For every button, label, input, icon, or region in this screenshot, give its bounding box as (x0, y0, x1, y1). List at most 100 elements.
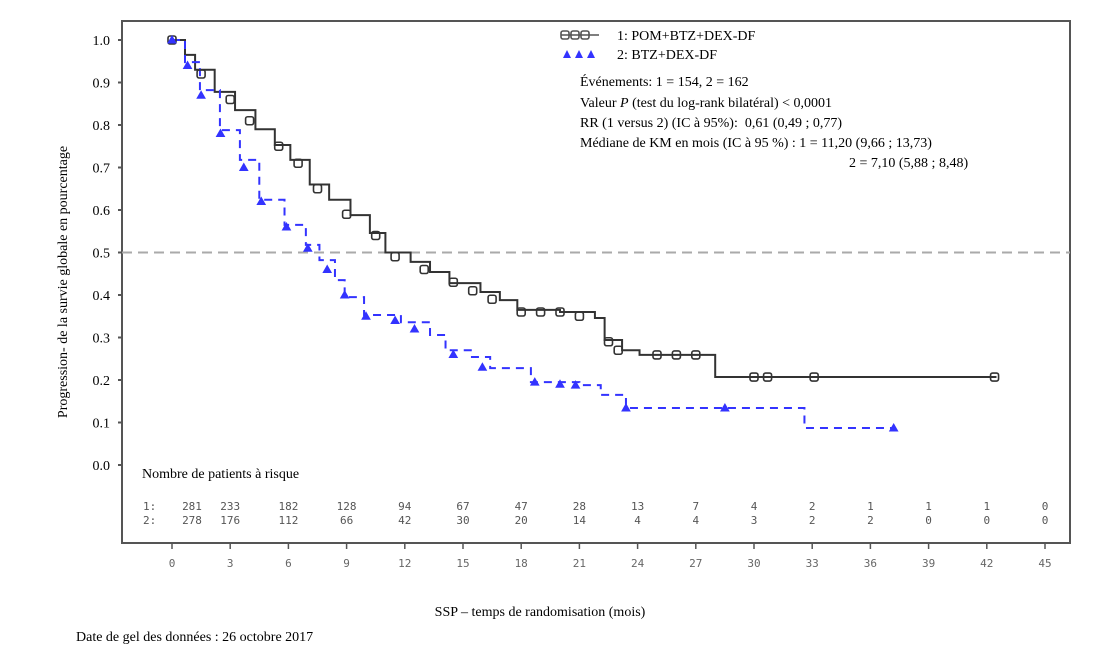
censor-marker-series-1 (487, 294, 497, 305)
data-freeze-date: Date de gel des données : 26 octobre 201… (76, 630, 313, 645)
risk-count: 14 (573, 514, 587, 527)
legend-triangle-marker (587, 50, 595, 58)
y-axis-label: Progression- de la survie globale en pou… (56, 146, 71, 418)
x-tick-label: 18 (515, 557, 528, 570)
censor-marker-series-2 (281, 221, 292, 231)
x-tick-label: 12 (398, 557, 411, 570)
censor-marker-series-1 (989, 372, 1000, 382)
y-tick-label: 0.9 (93, 77, 111, 92)
x-tick-label: 6 (285, 557, 292, 570)
x-tick-label: 36 (864, 557, 877, 570)
censor-marker-series-1 (196, 69, 206, 79)
risk-count: 128 (337, 500, 357, 513)
censor-marker-series-1 (273, 141, 284, 152)
censor-marker-series-1 (448, 277, 459, 288)
censor-marker-series-2 (196, 90, 206, 99)
risk-count: 66 (340, 514, 353, 527)
legend: 1: POM+BTZ+DEX-DF 2: BTZ+DEX-DF (560, 29, 756, 63)
censor-marker-series-1 (555, 307, 565, 317)
censor-marker-series-1 (690, 350, 701, 360)
x-tick-label: 42 (980, 557, 993, 570)
censor-marker-series-2 (477, 362, 488, 371)
pvalue-prefix: Valeur (580, 96, 620, 111)
censor-marker-series-1 (671, 350, 682, 360)
risk-count: 28 (573, 500, 586, 513)
x-tick-label: 0 (169, 557, 176, 570)
x-tick-label: 9 (343, 557, 350, 570)
risk-row-label: 1: (143, 500, 156, 513)
y-tick-label: 0.7 (93, 162, 111, 177)
y-tick-label: 0.4 (93, 289, 111, 304)
stats-annotations: Événements: 1 = 154, 2 = 162 Valeur P (t… (580, 73, 968, 171)
x-tick-label: 15 (456, 557, 469, 570)
censor-marker-series-1 (467, 285, 478, 296)
risk-count: 4 (751, 500, 758, 513)
risk-count: 3 (751, 514, 758, 527)
censor-marker-series-1 (225, 94, 235, 105)
censor-marker-series-2 (215, 128, 226, 137)
risk-count: 2 (867, 514, 874, 527)
risk-count: 13 (631, 500, 644, 513)
legend-marker-series-1 (560, 30, 599, 40)
censor-marker-series-2 (448, 349, 459, 358)
censor-marker-series-2 (256, 196, 267, 205)
risk-count: 1 (925, 500, 932, 513)
risk-count: 47 (515, 500, 528, 513)
censor-marker-series-1 (341, 209, 352, 220)
censor-marker-series-1 (244, 115, 255, 126)
censor-marker-series-1 (390, 251, 400, 262)
legend-triangle-marker (563, 50, 571, 58)
censor-marker-series-2 (361, 311, 371, 320)
censor-marker-series-2 (621, 403, 631, 412)
x-axis-label: SSP – temps de randomisation (mois) (435, 605, 646, 620)
censor-marker-series-2 (238, 162, 249, 171)
legend-label-series-1: 1: POM+BTZ+DEX-DF (617, 29, 756, 44)
censor-marker-series-2 (322, 264, 333, 273)
hazard-ratio-text: RR (1 versus 2) (IC à 95%): 0,61 (0,49 ;… (580, 116, 842, 131)
risk-count: 42 (398, 514, 411, 527)
risk-count: 233 (220, 500, 240, 513)
risk-count: 1 (867, 500, 874, 513)
censor-marker-series-1 (535, 307, 546, 317)
x-tick-label: 33 (806, 557, 819, 570)
pvalue-suffix: (test du log-rank bilatéral) < 0,0001 (629, 96, 832, 111)
median-series-1-text: Médiane de KM en mois (IC à 95 %) : 1 = … (580, 136, 932, 151)
risk-table-title: Nombre de patients à risque (142, 467, 299, 482)
censor-marker-series-2 (529, 377, 540, 386)
risk-count: 1 (983, 500, 990, 513)
legend-triangle-marker (575, 50, 583, 58)
y-tick-label: 0.8 (93, 119, 111, 134)
censor-marker-series-1 (749, 372, 759, 382)
risk-count: 2 (809, 500, 816, 513)
y-tick-label: 0.1 (93, 417, 111, 432)
censor-marker-series-1 (293, 158, 303, 169)
risk-count: 30 (456, 514, 469, 527)
km-curve-series-1 (172, 39, 997, 379)
x-tick-label: 24 (631, 557, 645, 570)
x-tick-label: 30 (747, 557, 760, 570)
risk-count: 7 (692, 500, 699, 513)
risk-row-label: 2: (143, 514, 156, 527)
censor-marker-series-1 (762, 372, 773, 382)
censor-marker-series-2 (390, 315, 400, 324)
y-tick-label: 0.3 (93, 332, 111, 347)
censor-marker-series-2 (167, 34, 177, 44)
plot-frame (121, 20, 1071, 544)
legend-marker-series-2 (563, 50, 595, 58)
pvalue-text: Valeur P (test du log-rank bilatéral) < … (580, 96, 832, 111)
x-tick-label: 39 (922, 557, 935, 570)
risk-count: 94 (398, 500, 412, 513)
risk-count: 0 (925, 514, 932, 527)
x-tick-label: 3 (227, 557, 234, 570)
censor-marker-series-1 (312, 183, 323, 194)
censor-marker-series-2 (570, 380, 581, 389)
risk-count: 112 (278, 514, 298, 527)
median-series-2-text: 2 = 7,10 (5,88 ; 8,48) (849, 156, 968, 171)
risk-count: 182 (278, 500, 298, 513)
y-tick-label: 0.0 (93, 459, 111, 474)
pvalue-italic: P (619, 96, 629, 111)
risk-count: 67 (456, 500, 469, 513)
censor-marker-series-2 (888, 423, 899, 432)
legend-label-series-2: 2: BTZ+DEX-DF (617, 48, 717, 63)
